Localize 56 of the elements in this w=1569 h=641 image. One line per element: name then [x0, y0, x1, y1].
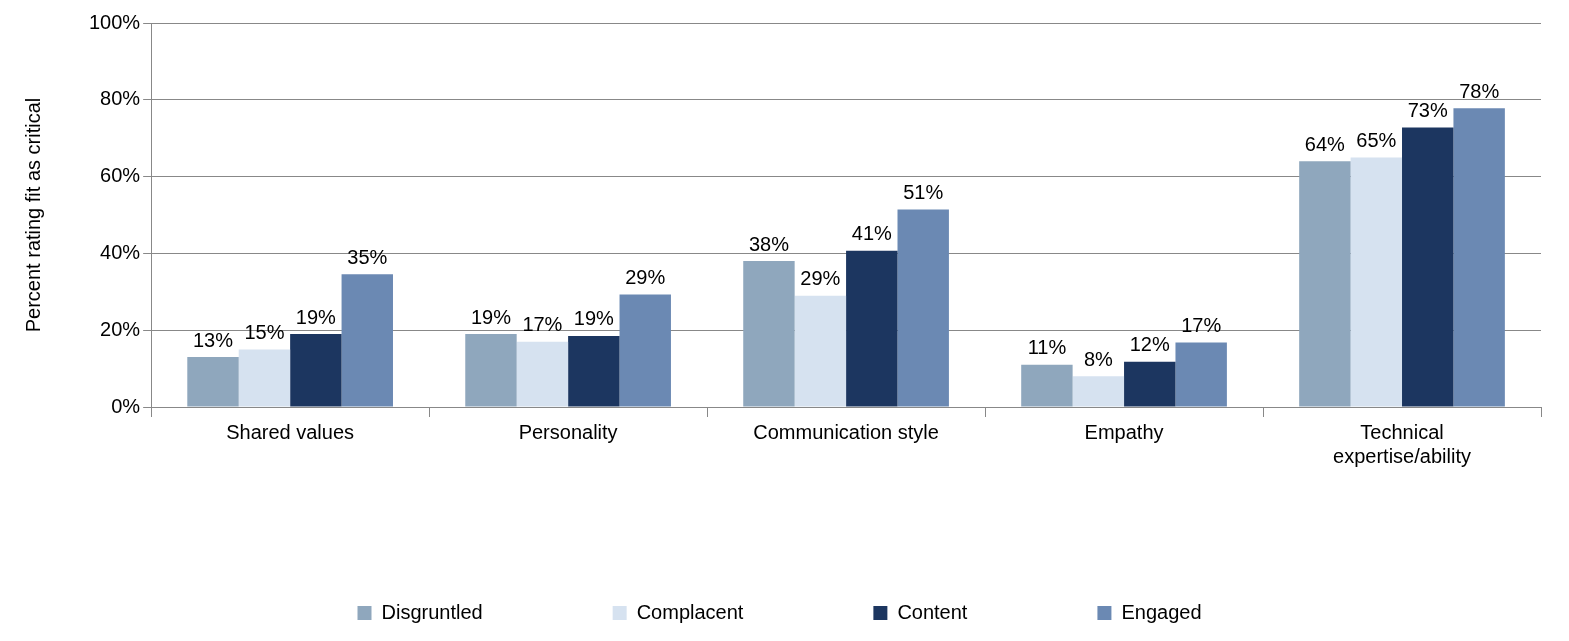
data-label: 19% [470, 305, 512, 328]
bar [1021, 364, 1073, 407]
x-tick-label: Empathy [1084, 420, 1164, 443]
bar [846, 250, 898, 407]
data-label: 38% [748, 232, 790, 255]
bar [568, 335, 620, 407]
data-label: 41% [851, 222, 893, 245]
data-label: 29% [800, 267, 841, 290]
y-tick-label: 80% [100, 87, 141, 110]
y-tick-label: 60% [100, 164, 141, 187]
bar [1350, 157, 1403, 407]
bar [1453, 108, 1505, 407]
x-tick-label: Personality [518, 420, 618, 443]
bar [238, 349, 291, 407]
bar [1072, 376, 1125, 407]
data-label: 11% [1027, 336, 1067, 359]
x-tick-label: Technical expertise/ability [1333, 420, 1471, 467]
bar [341, 274, 393, 407]
data-label: 35% [347, 245, 388, 268]
legend-label: Engaged [1121, 600, 1202, 623]
bar [794, 295, 847, 407]
data-label: 64% [1304, 132, 1346, 155]
bar [290, 334, 342, 407]
data-label: 29% [625, 266, 666, 288]
bar [897, 209, 949, 407]
bar [1124, 361, 1176, 407]
legend-label: Disgruntled [381, 600, 483, 623]
legend-label: Content [897, 600, 968, 623]
data-label: 12% [1129, 333, 1170, 356]
x-tick-label: Shared values [226, 420, 355, 443]
y-tick-label: 40% [100, 240, 141, 263]
x-tick-label: Communication style [753, 420, 939, 443]
y-axis-title: Percent rating fit as critical [21, 97, 44, 333]
data-label: 8% [1083, 347, 1113, 370]
data-label: 17% [1181, 314, 1222, 336]
bar [1402, 127, 1454, 407]
bar [187, 357, 239, 407]
bar [743, 261, 795, 407]
data-label: 73% [1407, 98, 1448, 121]
legend-label: Complacent [636, 600, 744, 623]
y-tick-label: 100% [89, 10, 141, 33]
data-label: 19% [573, 307, 615, 330]
data-label: 51% [903, 181, 944, 204]
y-tick-label: 20% [100, 317, 141, 340]
y-tick-label: 0% [111, 394, 141, 417]
bar [1175, 342, 1227, 407]
data-label: 13% [192, 328, 234, 351]
bar [1299, 161, 1351, 407]
bar [465, 334, 517, 407]
data-label: 65% [1356, 128, 1397, 151]
data-label: 19% [295, 305, 337, 328]
data-label: 78% [1459, 79, 1500, 102]
data-label: 17% [522, 313, 563, 336]
bar [516, 341, 569, 407]
data-label: 15% [244, 320, 285, 343]
bar [619, 294, 671, 407]
